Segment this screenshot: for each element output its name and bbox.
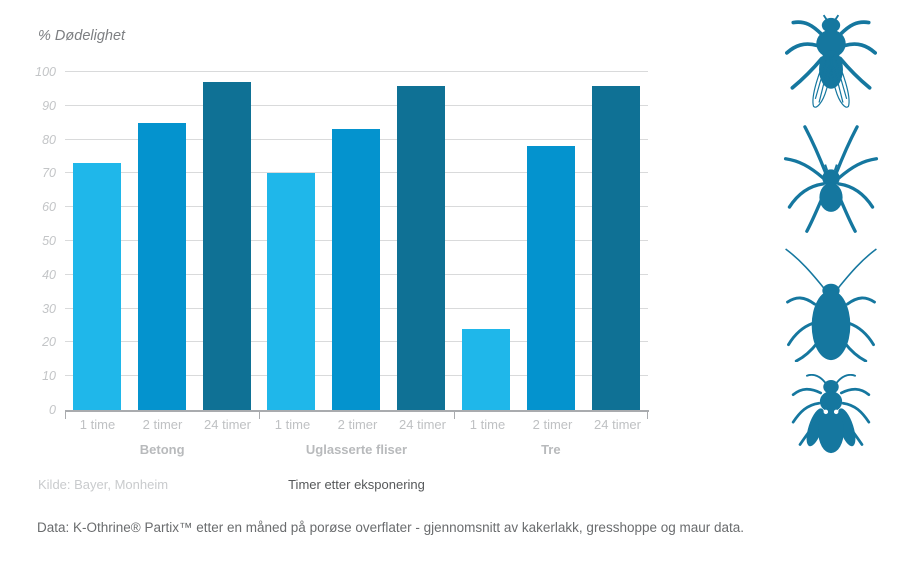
x-group-label-tre: Tre [541,442,561,457]
x-tick-label: 24 timer [399,417,446,432]
chart-title: % Dødelighet [38,28,126,44]
x-tick-label: 2 timer [142,417,183,432]
bar-betong-24-timer [203,82,252,410]
y-tick-label-20: 20 [42,335,56,350]
y-tick-label-80: 80 [42,132,56,147]
plot-area [65,71,648,410]
y-tick-label-10: 10 [42,369,56,384]
insect-icons [758,8,904,460]
x-group-labels: Betong Uglasserte fliser Tre [65,442,648,457]
x-axis-line [65,410,649,412]
y-tick-label-0: 0 [49,403,56,417]
bar-tre-2-timer [526,146,575,410]
x-axis-title: Timer etter eksponering [288,477,425,492]
axis-tick [453,411,455,419]
axis-tick [259,411,261,419]
y-tick-label-70: 70 [42,166,56,181]
wasp-icon [780,374,882,460]
bar-group-tre [454,72,648,410]
bars-layer [65,72,648,410]
bar-group-uglasserte-fliser [259,72,453,410]
bar-group-betong [65,72,259,410]
gridline-100 [65,71,648,72]
y-tick-label-100: 100 [35,65,56,79]
x-group-label-uglasserte-fliser: Uglasserte fliser [305,442,408,457]
x-tick-label: 24 timer [204,417,251,432]
gridline-90 [65,104,648,106]
x-tick-label: 1 time [274,417,311,432]
x-tick-label: 1 time [79,417,116,432]
source-note: Kilde: Bayer, Monheim [38,477,169,492]
x-tick-label: 2 timer [337,417,378,432]
y-tick-label-30: 30 [42,301,56,316]
x-group-label-betong: Betong [139,442,185,457]
bar-uglasserte-fliser-2-timer [332,129,381,410]
bar-tre-24-timer [591,85,640,410]
bar-uglasserte-fliser-24-timer [397,85,446,410]
bar-tre-1-time [461,328,510,410]
bar-betong-2-timer [138,122,187,410]
x-tick-labels: 1 time 2 timer 24 timer 1 time 2 timer 24 tim… [65,417,648,432]
y-tick-label-40: 40 [42,267,56,282]
x-tick-label: 24 timer [594,417,641,432]
spider-icon [777,122,885,238]
x-tick-label: 2 timer [532,417,573,432]
axis-tick [647,411,648,419]
fly-icon [785,12,877,114]
bar-uglasserte-fliser-1-time [267,173,316,410]
y-tick-label-60: 60 [42,200,56,215]
y-tick-label-50: 50 [42,234,56,248]
y-tick-label-90: 90 [42,98,56,113]
footnote: Data: K-Othrine® Partix™ etter en måned … [37,520,745,535]
x-tick-label: 1 time [469,417,506,432]
cockroach-icon [771,248,891,362]
tick-group-uglasserte-fliser: 1 time 2 timer 24 timer [260,417,455,432]
y-axis: 0 10 20 30 40 50 60 70 80 90 100 [20,65,56,417]
axis-tick [65,411,66,419]
tick-group-tre: 1 time 2 timer 24 timer [455,417,650,432]
x-axis-ticks [65,411,648,419]
tick-group-betong: 1 time 2 timer 24 timer [65,417,260,432]
bar-betong-1-time [73,163,122,410]
